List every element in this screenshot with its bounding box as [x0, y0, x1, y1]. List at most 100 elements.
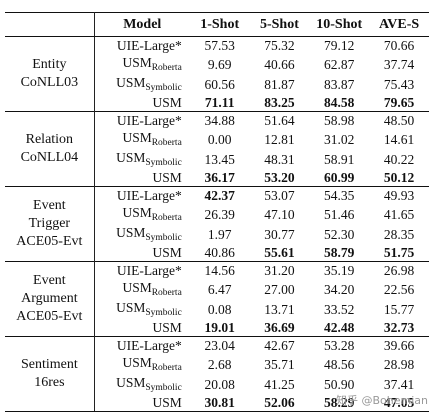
model-subscript: Roberta [151, 63, 182, 73]
cell-ave-s: 32.73 [383, 320, 415, 335]
cell-1-shot: 26.39 [204, 206, 235, 222]
header-1-shot: 1-Shot [189, 12, 250, 37]
cell-10-shot: 58.91 [324, 151, 355, 167]
cell-10-shot: 60.99 [324, 170, 355, 185]
cell-ave-s: 26.98 [369, 261, 429, 279]
task-label-line: Relation [25, 132, 74, 147]
cell-10-shot: 84.58 [324, 95, 355, 110]
table-row: USMSymbolic 13.45 48.31 58.91 40.22 [5, 149, 429, 169]
cell-ave-s: 41.65 [383, 206, 415, 222]
header-10-shot: 10-Shot [309, 12, 370, 37]
cell-1-shot: 57.53 [189, 36, 250, 54]
cell-1-shot: 2.68 [207, 356, 232, 372]
table-row: USM 19.01 36.69 42.48 32.73 [5, 319, 429, 337]
cell-10-shot: 34.20 [324, 281, 355, 297]
cell-ave-s: 15.77 [383, 301, 415, 317]
cell-10-shot: 58.29 [309, 394, 370, 412]
table-body: Entity CoNLL03 UIE-Large* 57.53 75.32 79.12 70… [5, 36, 429, 412]
model-base: USM [122, 355, 152, 370]
model-base: USM [116, 75, 146, 90]
cell-1-shot: 9.69 [207, 56, 232, 72]
model-name: USMSymbolic [94, 299, 190, 319]
cell-1-shot: 23.04 [189, 336, 250, 354]
cell-5-shot: 36.69 [264, 320, 295, 335]
cell-ave-s: 75.43 [383, 76, 415, 92]
cell-10-shot: 62.87 [324, 56, 355, 72]
cell-10-shot: 51.46 [324, 206, 355, 222]
cell-ave-s: 49.93 [369, 186, 429, 204]
cell-5-shot: 40.66 [264, 56, 295, 72]
cell-ave-s: 79.65 [383, 95, 415, 110]
model-base: UIE-Large* [116, 263, 182, 278]
model-base: USM [152, 320, 182, 335]
cell-1-shot: 0.00 [207, 131, 232, 147]
cell-1-shot: 6.47 [207, 281, 232, 297]
cell-5-shot: 30.77 [264, 226, 295, 242]
cell-10-shot: 33.52 [324, 301, 355, 317]
model-name: USM [94, 319, 190, 337]
model-subscript: Symbolic [145, 383, 182, 393]
table-row: USMRoberta 2.68 35.71 48.56 28.98 [5, 354, 429, 374]
results-table: Model 1-Shot 5-Shot 10-Shot AVE-S Entity… [5, 12, 429, 412]
cell-5-shot: 81.87 [264, 76, 295, 92]
table-row: USM 36.17 53.20 60.99 50.12 [5, 169, 429, 187]
cell-5-shot: 41.25 [264, 376, 295, 392]
cell-ave-s: 28.98 [383, 356, 415, 372]
cell-ave-s: 70.66 [369, 36, 429, 54]
cell-ave-s: 28.35 [383, 226, 415, 242]
model-name: USM [94, 94, 190, 112]
model-base: USM [116, 225, 146, 240]
table-row: Relation CoNLL04 UIE-Large* 34.88 51.64 58.98… [5, 111, 429, 187]
task-label: Event Trigger ACE05-Evt [5, 186, 95, 262]
task-label: Relation CoNLL04 [5, 111, 95, 187]
model-subscript: Symbolic [145, 308, 182, 318]
cell-5-shot: 52.06 [249, 394, 310, 412]
model-name: USMSymbolic [94, 149, 190, 169]
table-row: Event Trigger ACE05-Evt UIE-Large* 42.37 53.0… [5, 186, 429, 262]
cell-10-shot: 48.56 [324, 356, 355, 372]
table-row: USMRoberta 0.00 12.81 31.02 14.61 [5, 129, 429, 149]
model-name: USM [94, 169, 190, 187]
cell-10-shot: 35.19 [309, 261, 370, 279]
table-row: Entity CoNLL03 UIE-Large* 57.53 75.32 79.12 70… [5, 36, 429, 112]
table-row: USM 71.11 83.25 84.58 79.65 [5, 94, 429, 112]
model-subscript: Roberta [151, 288, 182, 298]
cell-1-shot: 40.86 [204, 245, 235, 260]
model-subscript: Symbolic [145, 233, 182, 243]
model-base: USM [116, 300, 146, 315]
cell-5-shot: 13.71 [264, 301, 295, 317]
model-base: USM [122, 130, 152, 145]
cell-5-shot: 53.20 [264, 170, 295, 185]
task-label-line: Event [33, 198, 66, 213]
cell-5-shot: 83.25 [264, 95, 295, 110]
table-row: USMRoberta 9.69 40.66 62.87 37.74 [5, 54, 429, 74]
model-name: USMRoberta [94, 204, 190, 224]
cell-5-shot: 51.64 [249, 111, 310, 129]
model-base: UIE-Large* [116, 38, 182, 53]
model-base: USM [152, 245, 182, 260]
cell-1-shot: 14.56 [189, 261, 250, 279]
model-name: UIE-Large* [94, 336, 190, 354]
model-base: UIE-Large* [116, 338, 182, 353]
cell-10-shot: 58.79 [324, 245, 355, 260]
task-label-line: Trigger [28, 216, 71, 231]
cell-10-shot: 79.12 [309, 36, 370, 54]
cell-1-shot: 36.17 [204, 170, 235, 185]
cell-1-shot: 1.97 [207, 226, 232, 242]
model-name: USMRoberta [94, 279, 190, 299]
cell-1-shot: 30.81 [189, 394, 250, 412]
table-row: USMSymbolic 1.97 30.77 52.30 28.35 [5, 224, 429, 244]
task-label-line: ACE05-Evt [16, 234, 83, 249]
header-5-shot: 5-Shot [249, 12, 310, 37]
cell-1-shot: 20.08 [204, 376, 235, 392]
model-subscript: Roberta [151, 138, 182, 148]
table-row: USMSymbolic 60.56 81.87 83.87 75.43 [5, 74, 429, 94]
cell-1-shot: 0.08 [207, 301, 232, 317]
cell-5-shot: 35.71 [264, 356, 295, 372]
cell-5-shot: 48.31 [264, 151, 295, 167]
cell-10-shot: 52.30 [324, 226, 355, 242]
cell-5-shot: 27.00 [264, 281, 295, 297]
cell-5-shot: 55.61 [264, 245, 295, 260]
cell-5-shot: 75.32 [249, 36, 310, 54]
model-name: USMRoberta [94, 129, 190, 149]
